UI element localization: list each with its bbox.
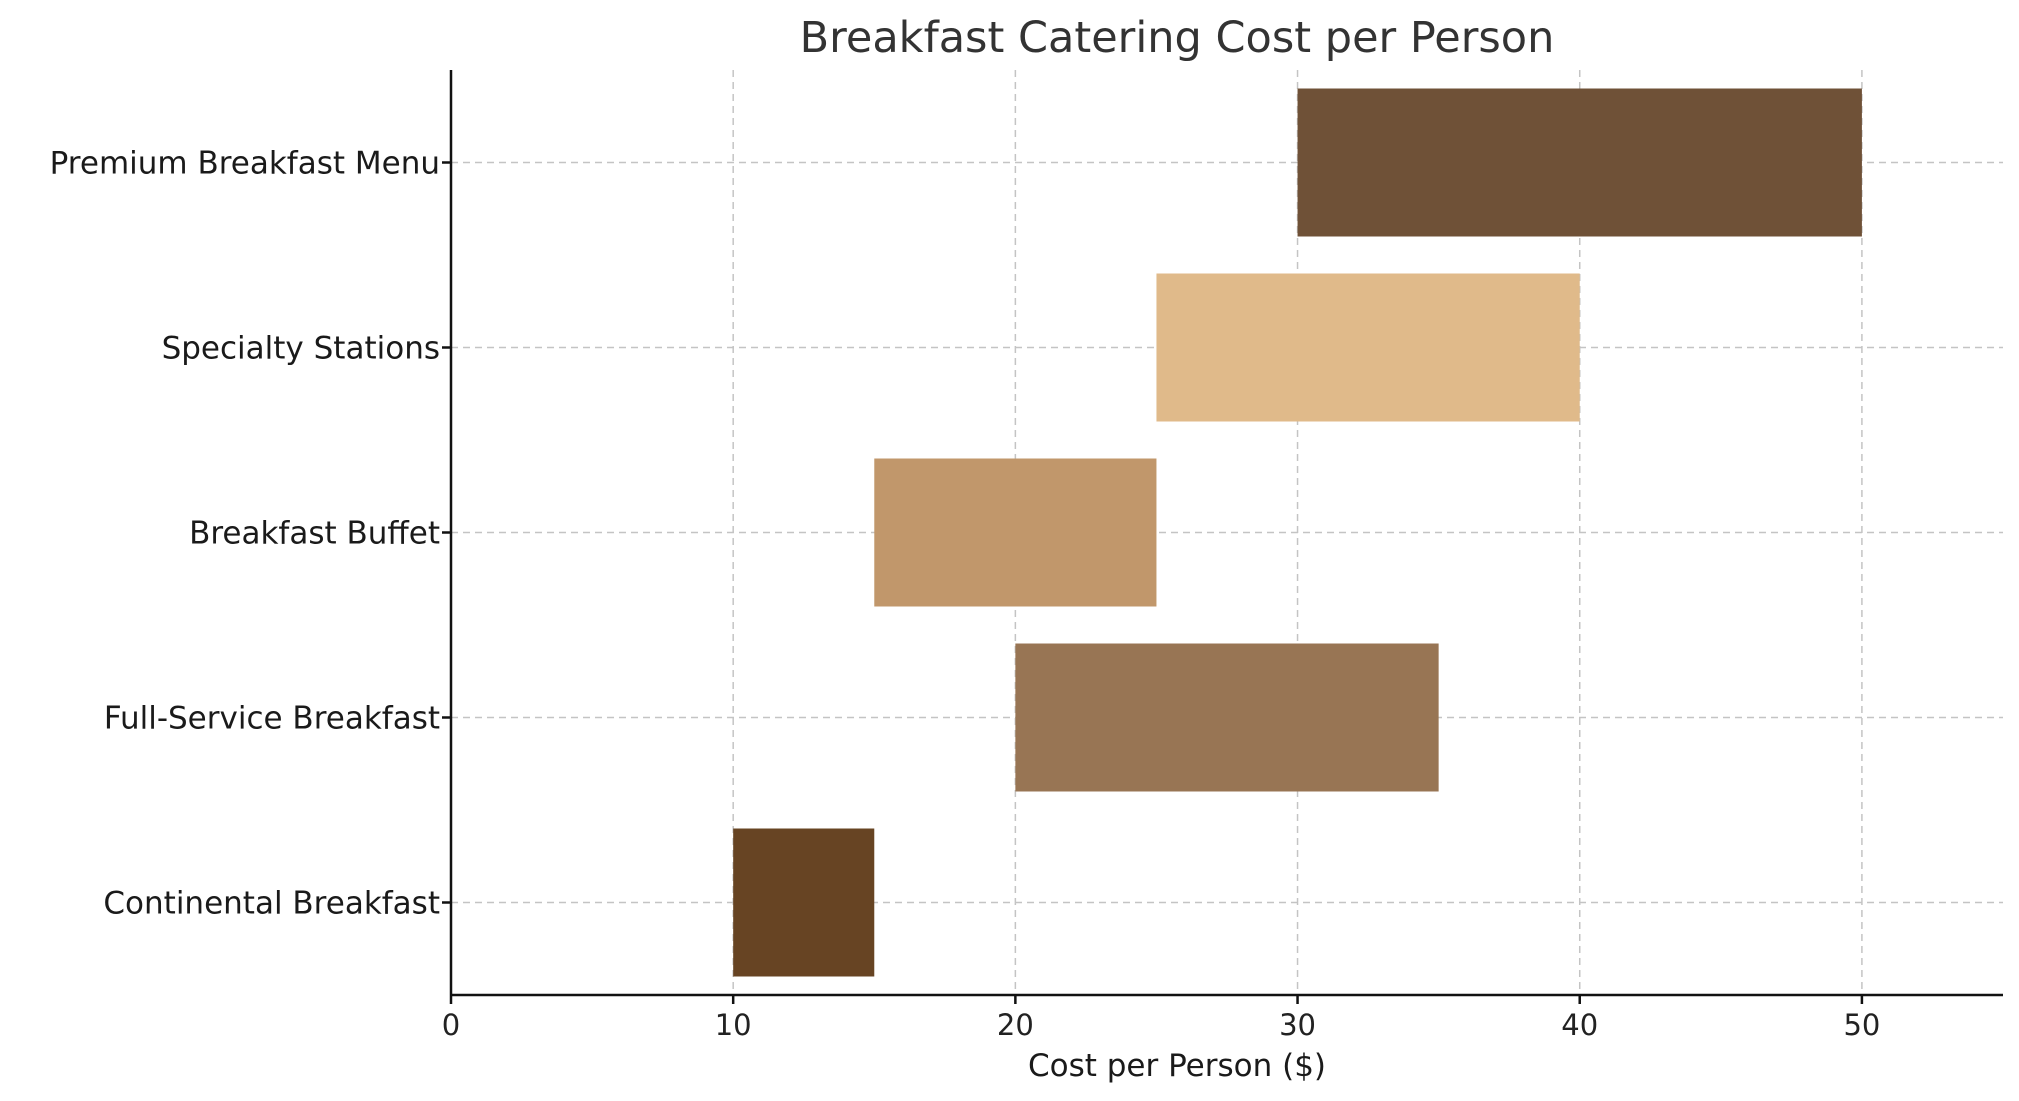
range-bar [1297,88,1862,237]
x-axis-title: Cost per Person ($) [1028,1048,1326,1084]
range-bar [733,828,875,977]
range-bar [1156,273,1580,422]
x-tick-label: 20 [997,1008,1034,1042]
category-label: Breakfast Buffet [189,516,440,552]
range-bar [1015,643,1439,792]
category-label: Continental Breakfast [103,886,440,922]
bar-layer [733,88,1862,977]
x-tick-label: 40 [1561,1008,1598,1042]
tick-layer: 0 10 20 30 40 50 Continental Breakfast Full-Ser… [50,146,1881,1043]
category-label: Premium Breakfast Menu [50,146,440,182]
x-tick-label: 0 [442,1008,460,1042]
category-label: Full-Service Breakfast [104,701,440,737]
x-tick-label: 10 [715,1008,752,1042]
x-tick-label: 50 [1843,1008,1880,1042]
range-bar [874,458,1157,607]
category-label: Specialty Stations [162,331,440,367]
chart-title: Breakfast Catering Cost per Person [800,13,1555,63]
x-tick-label: 30 [1279,1008,1316,1042]
